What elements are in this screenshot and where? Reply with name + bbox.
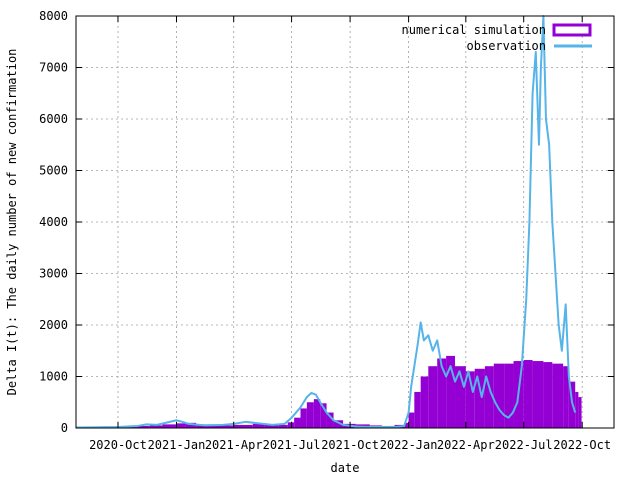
simulation-bar [474,368,485,428]
simulation-bar [493,363,505,428]
y-tick-label: 5000 [39,164,68,178]
simulation-bar [306,402,314,428]
simulation-bar [504,363,514,428]
x-tick-label: 2022-Apr [437,438,495,452]
axis-ticks: 0 1000 2000 3000 4000 5000 6000 7000 8000 2020-Oc… [39,9,614,452]
simulation-bar [563,366,569,428]
y-tick-label: 7000 [39,61,68,75]
simulation-bar [532,361,544,428]
x-tick-label: 2021-Jul [263,438,321,452]
y-tick-label: 0 [61,421,68,435]
x-axis-label: date [331,461,360,475]
simulation-bar [578,397,582,428]
x-tick-label: 2022-Jan [380,438,438,452]
simulation-bar [552,363,564,428]
simulation-bar [278,424,288,428]
y-tick-label: 1000 [39,370,68,384]
y-tick-label: 3000 [39,267,68,281]
y-tick-label: 6000 [39,112,68,126]
simulation-bar [287,422,295,428]
simulation-bar [455,366,466,428]
simulation-bar [176,423,186,428]
simulation-bar [404,422,409,428]
simulation-bar [437,358,447,428]
simulation-bar [313,399,321,428]
simulation-bar [523,360,533,428]
x-tick-label: 2021-Apr [205,438,263,452]
observation-line [75,15,577,429]
simulation-bar [408,412,415,428]
simulation-bar [543,362,553,428]
simulation-bar [233,424,253,428]
legend-swatch-simulation [552,23,592,37]
simulation-bar [484,366,494,428]
x-tick-label: 2022-Oct [553,438,611,452]
simulation-bar [149,425,163,428]
simulation-bar [428,366,438,428]
simulation-bar [264,424,279,428]
simulation-bar [252,423,265,428]
simulation-bar [137,425,150,428]
simulation-bar [333,420,344,428]
simulation-bar [213,425,234,428]
simulation-bar [326,412,334,428]
y-tick-label: 4000 [39,215,68,229]
x-tick-label: 2021-Jan [148,438,206,452]
observation-line-layer [75,15,577,429]
legend: numerical simulation observation [402,23,592,53]
simulation-bar [320,403,327,428]
x-tick-label: 2021-Oct [321,438,379,452]
simulation-bar [446,355,456,428]
grid [76,16,614,428]
legend-label-observation: observation [467,39,546,53]
simulation-bar [294,417,301,428]
x-tick-label: 2022-Jul [495,438,553,452]
simulation-bar [420,376,429,428]
simulation-bar [575,391,579,428]
simulation-bar [414,391,421,428]
y-tick-label: 2000 [39,318,68,332]
y-tick-label: 8000 [39,9,68,23]
simulation-bar [300,408,307,428]
x-tick-label: 2020-Oct [89,438,147,452]
y-axis-label: Delta I(t): The daily number of new conf… [5,49,19,396]
simulation-bar [465,371,475,428]
simulation-bar [162,424,177,428]
legend-label-simulation: numerical simulation [402,23,547,37]
simulation-bar [185,422,197,428]
